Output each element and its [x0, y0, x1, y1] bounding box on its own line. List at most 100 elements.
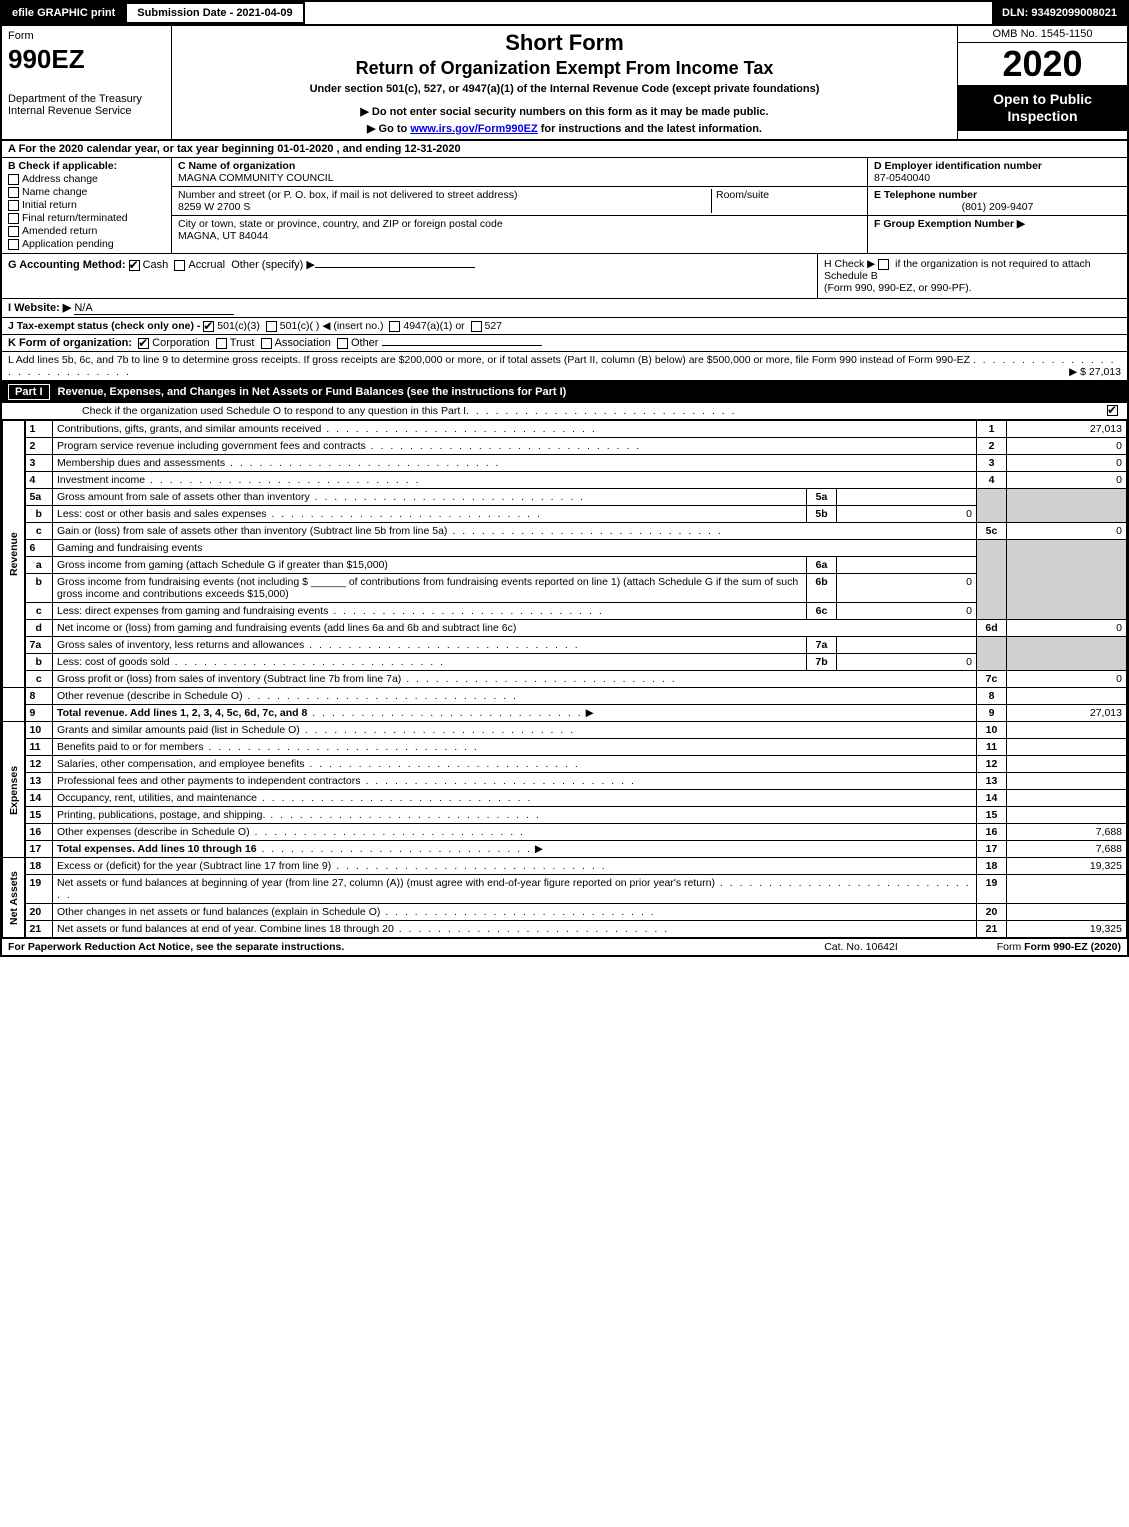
l-text: L Add lines 5b, 6c, and 7b to line 9 to …: [8, 354, 970, 366]
k-other-input[interactable]: [382, 345, 542, 346]
cb-h[interactable]: [878, 259, 889, 270]
line-num: 19: [25, 875, 53, 904]
g-label: G Accounting Method:: [8, 259, 126, 271]
d-label: D Employer identification number: [874, 160, 1121, 172]
cb-4947[interactable]: [389, 321, 400, 332]
line-num: 20: [25, 904, 53, 921]
col-no: 2: [977, 438, 1007, 455]
line-num: c: [25, 603, 53, 620]
table-row: 13Professional fees and other payments t…: [3, 773, 1127, 790]
org-name-row: C Name of organization MAGNA COMMUNITY C…: [172, 158, 867, 187]
j-501c3: 501(c)(3): [217, 320, 260, 332]
inner-label: 6b: [807, 574, 837, 603]
street-label: Number and street (or P. O. box, if mail…: [178, 189, 711, 201]
line-num: 21: [25, 921, 53, 938]
line-desc: Program service revenue including govern…: [53, 438, 977, 455]
table-row: 2 Program service revenue including gove…: [3, 438, 1127, 455]
cb-501c[interactable]: [266, 321, 277, 332]
cb-trust[interactable]: [216, 338, 227, 349]
cb-application-pending[interactable]: Application pending: [8, 238, 165, 250]
col-no: 19: [977, 875, 1007, 904]
cb-other-org[interactable]: [337, 338, 348, 349]
cb-address-change[interactable]: Address change: [8, 173, 165, 185]
line-num: 18: [25, 858, 53, 875]
cash-label: Cash: [143, 259, 169, 271]
efile-print-button[interactable]: efile GRAPHIC print: [2, 2, 125, 24]
group-exemption-row: F Group Exemption Number ▶: [868, 216, 1127, 232]
table-row: a Gross income from gaming (attach Sched…: [3, 557, 1127, 574]
col-no: 10: [977, 722, 1007, 739]
cb-label: Address change: [22, 173, 98, 185]
under-section: Under section 501(c), 527, or 4947(a)(1)…: [178, 83, 951, 95]
table-row: 14Occupancy, rent, utilities, and mainte…: [3, 790, 1127, 807]
k-label: K Form of organization:: [8, 337, 132, 349]
cb-name-change[interactable]: Name change: [8, 186, 165, 198]
other-specify-input[interactable]: [315, 267, 475, 268]
table-row: b Less: cost or other basis and sales ex…: [3, 506, 1127, 523]
room-suite: Room/suite: [711, 189, 861, 213]
other-label: Other (specify) ▶: [231, 259, 315, 271]
line-desc: Gross sales of inventory, less returns a…: [53, 637, 807, 654]
shade-cell: [1007, 540, 1127, 620]
cb-501c3[interactable]: [203, 321, 214, 332]
city-row: City or town, state or province, country…: [172, 216, 867, 244]
line-num: d: [25, 620, 53, 637]
col-val: [1007, 904, 1127, 921]
line-desc: Benefits paid to or for members: [53, 739, 977, 756]
line-num: 3: [25, 455, 53, 472]
col-no: 6d: [977, 620, 1007, 637]
inner-val: [837, 637, 977, 654]
cb-cash[interactable]: [129, 260, 140, 271]
line-num: 14: [25, 790, 53, 807]
col-c: C Name of organization MAGNA COMMUNITY C…: [172, 158, 867, 253]
line-num: 9: [25, 705, 53, 722]
inner-val: [837, 557, 977, 574]
cb-schedule-o[interactable]: [1107, 405, 1118, 416]
line-desc: Gross income from fundraising events (no…: [53, 574, 807, 603]
cb-corporation[interactable]: [138, 338, 149, 349]
page-footer: For Paperwork Reduction Act Notice, see …: [2, 938, 1127, 955]
line-desc: Net assets or fund balances at beginning…: [53, 875, 977, 904]
col-val: 0: [1007, 523, 1127, 540]
line-num: a: [25, 557, 53, 574]
line-num: 17: [25, 841, 53, 858]
j-insert: ◀ (insert no.): [322, 320, 383, 332]
col-val: [1007, 790, 1127, 807]
col-no: 7c: [977, 671, 1007, 688]
line-desc: Gross income from gaming (attach Schedul…: [53, 557, 807, 574]
line-desc: Contributions, gifts, grants, and simila…: [53, 421, 977, 438]
line-num: c: [25, 523, 53, 540]
table-row: 8 Other revenue (describe in Schedule O)…: [3, 688, 1127, 705]
cb-amended-return[interactable]: Amended return: [8, 225, 165, 237]
inner-label: 7b: [807, 654, 837, 671]
irs-link[interactable]: www.irs.gov/Form990EZ: [410, 123, 537, 135]
table-row: 6 Gaming and fundraising events: [3, 540, 1127, 557]
col-val: [1007, 756, 1127, 773]
col-d: D Employer identification number 87-0540…: [867, 158, 1127, 253]
col-val: 19,325: [1007, 921, 1127, 938]
h-text3: (Form 990, 990-EZ, or 990-PF).: [824, 282, 972, 294]
k-trust: Trust: [230, 337, 255, 349]
table-row: Expenses 10 Grants and similar amounts p…: [3, 722, 1127, 739]
line-desc: Salaries, other compensation, and employ…: [53, 756, 977, 773]
dln-label: DLN: 93492099008021: [992, 2, 1127, 24]
cb-accrual[interactable]: [174, 260, 185, 271]
col-val: 7,688: [1007, 841, 1127, 858]
cb-527[interactable]: [471, 321, 482, 332]
table-row: b Less: cost of goods sold 7b 0: [3, 654, 1127, 671]
row-gh: G Accounting Method: Cash Accrual Other …: [2, 254, 1127, 299]
line-desc: Other revenue (describe in Schedule O): [53, 688, 977, 705]
cb-association[interactable]: [261, 338, 272, 349]
cb-label: Initial return: [22, 199, 77, 211]
line-desc: Less: cost of goods sold: [53, 654, 807, 671]
line-desc: Gross amount from sale of assets other t…: [53, 489, 807, 506]
line-desc: Investment income: [53, 472, 977, 489]
cb-initial-return[interactable]: Initial return: [8, 199, 165, 211]
line-desc: Occupancy, rent, utilities, and maintena…: [53, 790, 977, 807]
inner-label: 7a: [807, 637, 837, 654]
j-4947: 4947(a)(1) or: [403, 320, 464, 332]
goto-post: for instructions and the latest informat…: [538, 123, 762, 135]
k-other: Other: [351, 337, 379, 349]
col-no: 11: [977, 739, 1007, 756]
cb-final-return[interactable]: Final return/terminated: [8, 212, 165, 224]
